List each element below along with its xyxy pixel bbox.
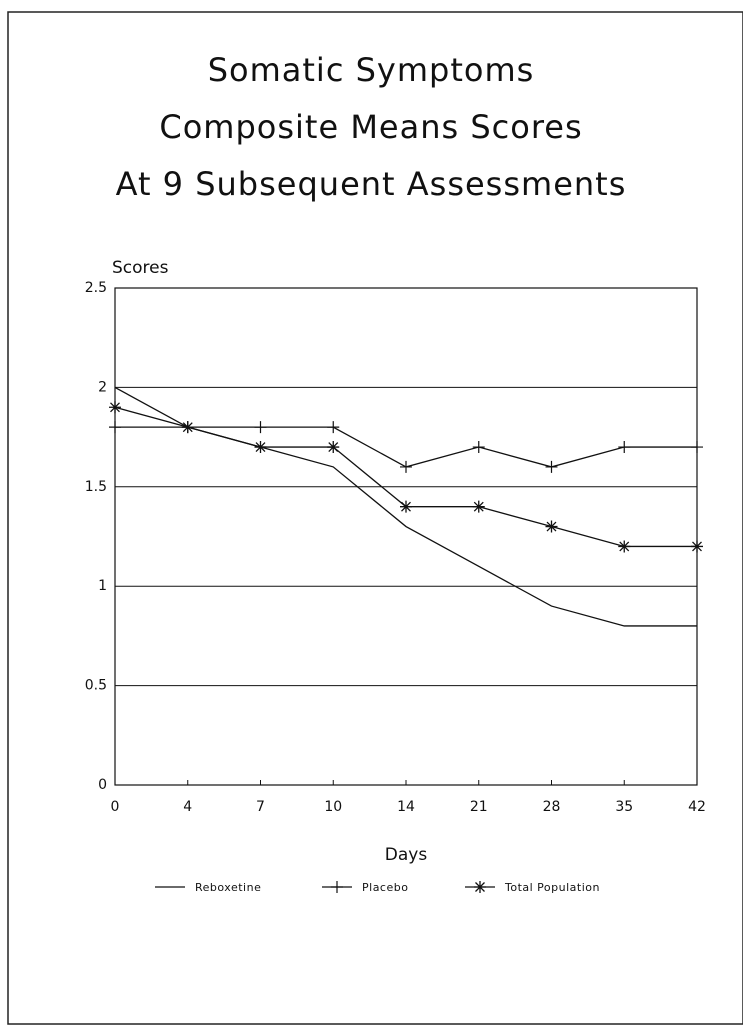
marker-plus (331, 881, 343, 893)
page-frame (7, 11, 743, 1025)
y-tick-label: 0.5 (85, 678, 107, 694)
x-tick-label: 7 (256, 799, 265, 815)
marker-star (474, 881, 486, 893)
marker-plus (109, 421, 121, 434)
marker-plus (254, 421, 267, 434)
plot-frame (114, 287, 698, 786)
x-axis-label: Days (385, 845, 428, 865)
marker-star (181, 421, 194, 434)
x-tick-label: 10 (324, 799, 342, 815)
marker-star (109, 401, 121, 414)
y-tick-label: 0 (98, 777, 107, 793)
marker-plus (691, 441, 703, 454)
chart-title: Somatic Symptoms (208, 51, 535, 89)
marker-plus (327, 421, 340, 434)
chart-title: Composite Means Scores (159, 108, 582, 146)
y-tick-label: 2 (98, 379, 107, 395)
marker-star (545, 520, 558, 533)
marker-star (618, 540, 631, 553)
marker-plus (400, 460, 412, 473)
y-tick-label: 2.5 (85, 280, 107, 296)
marker-star (254, 441, 267, 454)
x-tick-label: 21 (470, 799, 488, 815)
marker-plus (618, 441, 631, 454)
marker-plus (545, 460, 558, 473)
legend-label: Placebo (362, 881, 408, 894)
chart-title: At 9 Subsequent Assessments (116, 165, 627, 203)
marker-star (472, 500, 485, 513)
x-tick-label: 42 (688, 799, 706, 815)
x-tick-label: 0 (111, 799, 120, 815)
marker-plus (472, 441, 485, 454)
x-tick-label: 4 (183, 799, 192, 815)
marker-star (327, 441, 340, 454)
y-tick-label: 1 (98, 578, 107, 594)
series-line (114, 406, 697, 548)
x-tick-label: 35 (615, 799, 633, 815)
y-tick-label: 1.5 (85, 479, 107, 495)
marker-star (400, 500, 412, 513)
marker-star (691, 540, 703, 553)
legend-label: Total Population (504, 881, 600, 894)
legend-label: Reboxetine (195, 881, 261, 894)
y-axis-label: Scores (112, 258, 169, 278)
x-tick-label: 14 (397, 799, 415, 815)
x-tick-label: 28 (543, 799, 561, 815)
